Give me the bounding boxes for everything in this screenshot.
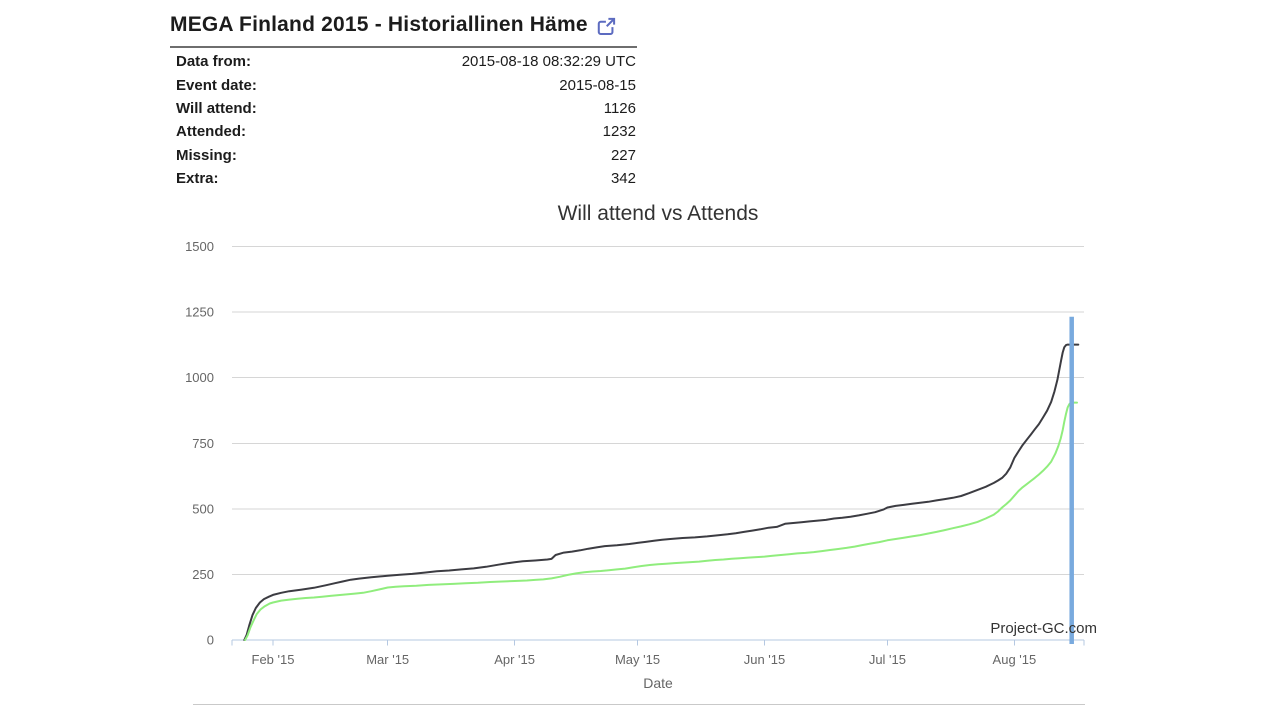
y-axis-tick-label: 1250 [185,305,214,320]
x-axis-tick-label: Feb '15 [252,652,295,667]
row-label: Data from: [176,53,252,71]
x-axis-tick-label: Jul '15 [869,652,906,667]
table-row: Extra: 342 [170,167,637,190]
bottom-divider [193,704,1085,705]
row-label: Event date: [176,76,257,94]
row-label: Extra: [176,170,219,188]
x-axis-tick-label: May '15 [615,652,660,667]
y-axis-tick-label: 500 [192,501,214,516]
row-label: Missing: [176,146,237,164]
row-value: 342 [610,170,636,188]
y-axis-tick-label: 1500 [185,239,214,254]
x-axis-title: Date [643,675,673,691]
row-value: 1126 [603,99,636,117]
chart-canvas: 0 250 500 750 1000 1250 1500 Feb '15 Mar '15 Apr … [185,202,1097,691]
chart-watermark: Project-GC.com [990,620,1097,637]
table-row: Data from: 2015-08-18 08:32:29 UTC [170,48,637,73]
y-axis-tick-label: 750 [192,436,214,451]
external-link-icon[interactable] [597,17,616,36]
row-value: 2015-08-15 [559,76,636,94]
row-value: 1232 [602,123,636,141]
table-row: Event date: 2015-08-15 [170,73,637,96]
chart-title: Will attend vs Attends [558,202,759,225]
external-link-icon-glyph [597,17,615,35]
row-label: Will attend: [176,99,257,117]
row-label: Attended: [176,123,246,141]
table-row: Will attend: 1126 [170,97,637,120]
y-axis-tick-label: 250 [192,567,214,582]
series-will-attend [243,343,1080,641]
row-value: 227 [610,146,636,164]
x-axis-tick-label: Apr '15 [494,652,535,667]
table-row: Missing: 227 [170,144,637,167]
page-header: MEGA Finland 2015 - Historiallinen Häme [170,13,616,37]
x-axis-tick-label: Mar '15 [366,652,409,667]
info-table: Data from: 2015-08-18 08:32:29 UTC Event… [170,46,637,190]
y-axis-tick-label: 1000 [185,370,214,385]
series-attends [244,401,1078,641]
row-value: 2015-08-18 08:32:29 UTC [461,53,636,71]
x-axis-tick-label: Jun '15 [744,652,786,667]
y-axis-tick-label: 0 [207,633,214,648]
x-axis-tick-label: Aug '15 [993,652,1037,667]
table-row: Attended: 1232 [170,120,637,143]
page-title: MEGA Finland 2015 - Historiallinen Häme [170,13,588,36]
